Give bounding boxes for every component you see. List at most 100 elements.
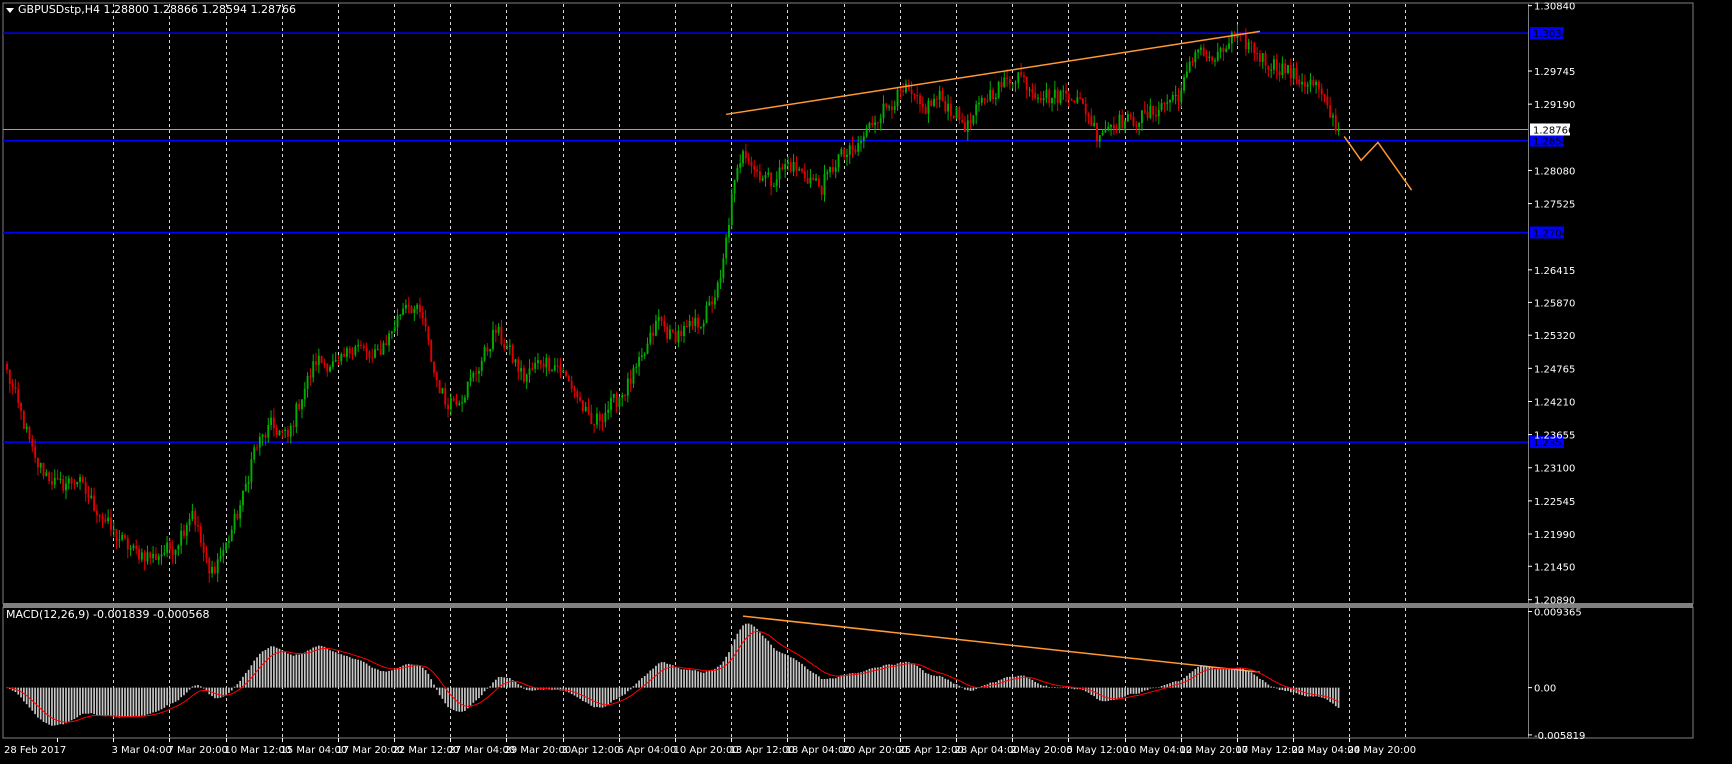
candle-body (559, 366, 562, 373)
candle-body (1171, 95, 1174, 101)
macd-histogram-bar (410, 664, 413, 688)
macd-histogram-bar (1309, 687, 1312, 697)
macd-histogram-bar (725, 656, 728, 688)
candle-body (301, 399, 303, 409)
candle-body (514, 359, 517, 363)
candle-body (489, 349, 492, 352)
macd-histogram-bar (393, 669, 396, 688)
candle-body (466, 381, 469, 398)
candle-body (168, 542, 171, 550)
candle-body (750, 161, 753, 166)
candle-body (1090, 115, 1093, 126)
macd-histogram-bar (312, 647, 315, 688)
candle-body (601, 420, 604, 422)
candle-body (382, 343, 385, 355)
time-axis-label: 20 Apr 20:00 (843, 745, 908, 756)
candle-body (326, 363, 329, 372)
macd-histogram-bar (770, 644, 772, 688)
macd-histogram-bar (691, 670, 694, 688)
candle-body (202, 542, 205, 553)
price-trendline[interactable] (726, 30, 1261, 116)
macd-histogram-bar (641, 678, 643, 688)
candle-body (441, 388, 444, 394)
macd-histogram-bar (753, 626, 756, 688)
macd-histogram-bar (534, 687, 536, 691)
price-axis-label: 1.23100 (1534, 464, 1575, 475)
candle-body (444, 388, 447, 405)
macd-histogram-bar (964, 687, 966, 690)
candle-body (115, 529, 118, 541)
candle-body (719, 278, 722, 283)
candle-body (801, 168, 803, 172)
macd-histogram-bar (23, 687, 25, 702)
macd-histogram-bar (433, 684, 435, 688)
candle-body (699, 326, 702, 328)
candle-body (1284, 63, 1287, 74)
candle-body (663, 320, 666, 327)
candle-body (1264, 53, 1267, 66)
candle-body (1135, 125, 1138, 127)
macd-histogram-bar (98, 687, 101, 716)
macd-histogram-bar (1042, 685, 1045, 688)
time-axis-label: 29 Mar 20:00 (505, 745, 572, 756)
macd-histogram-bar (708, 670, 711, 688)
macd-histogram-bar (1171, 682, 1174, 688)
macd-histogram-bar (627, 687, 629, 692)
candle-body (958, 107, 961, 121)
candle-body (643, 353, 646, 356)
macd-histogram-bar (584, 687, 587, 703)
macd-histogram-bar (1267, 684, 1270, 688)
candle-body (1214, 60, 1216, 62)
candle-body (1143, 110, 1146, 112)
candle-body (1323, 94, 1326, 97)
macd-histogram-bar (573, 687, 576, 696)
macd-histogram-bar (146, 687, 149, 715)
projection-zigzag[interactable] (1343, 135, 1413, 191)
candle-body (626, 378, 629, 396)
candle-body (81, 476, 84, 483)
macd-histogram-bar (596, 687, 598, 708)
candle-body (1020, 72, 1023, 76)
candle-body (624, 395, 626, 397)
macd-histogram-bar (497, 677, 500, 688)
macd-histogram-bar (225, 687, 227, 695)
macd-histogram-bar (1143, 687, 1146, 691)
candle-body (1228, 43, 1230, 49)
candle-body (632, 367, 635, 384)
candle-body (1107, 126, 1110, 130)
candle-body (930, 100, 933, 106)
macd-histogram-bar (42, 687, 45, 722)
candle-body (916, 95, 919, 97)
chevron-down-icon[interactable] (6, 8, 14, 13)
macd-histogram-bar (135, 687, 138, 716)
price-axis-label: 1.20890 (1534, 596, 1575, 607)
candle-body (1115, 128, 1118, 130)
macd-histogram-bar (1304, 687, 1306, 697)
candle-body (500, 326, 503, 344)
candle-body (303, 388, 306, 400)
pane-splitter[interactable] (3, 603, 1693, 608)
horizontal-levels[interactable]: 1.30380 1.28580 1.27040 1.23530 (3, 27, 1574, 449)
macd-histogram-bar (916, 665, 919, 688)
macd-trendline[interactable] (742, 615, 1261, 673)
candle-body (478, 370, 480, 374)
macd-histogram-bar (1039, 684, 1042, 688)
time-axis-label: 27 Mar 04:00 (449, 745, 516, 756)
macd-histogram-bar (562, 687, 565, 691)
candle-body (1129, 114, 1132, 117)
candle-body (140, 552, 143, 560)
time-axis-label: 17 Mar 20:00 (337, 745, 404, 756)
macd-histogram-bar (1306, 687, 1309, 697)
macd-histogram-bar (177, 687, 180, 701)
candle-body (1287, 65, 1289, 74)
macd-histogram-bar (798, 661, 801, 688)
macd-histogram-bar (438, 687, 441, 696)
macd-histogram-bar (337, 653, 340, 688)
trendlines[interactable] (726, 30, 1413, 673)
macd-histogram-bar (202, 687, 205, 689)
macd-histogram-bar (1261, 679, 1264, 688)
candle-body (149, 552, 152, 559)
candle-body (6, 363, 8, 370)
